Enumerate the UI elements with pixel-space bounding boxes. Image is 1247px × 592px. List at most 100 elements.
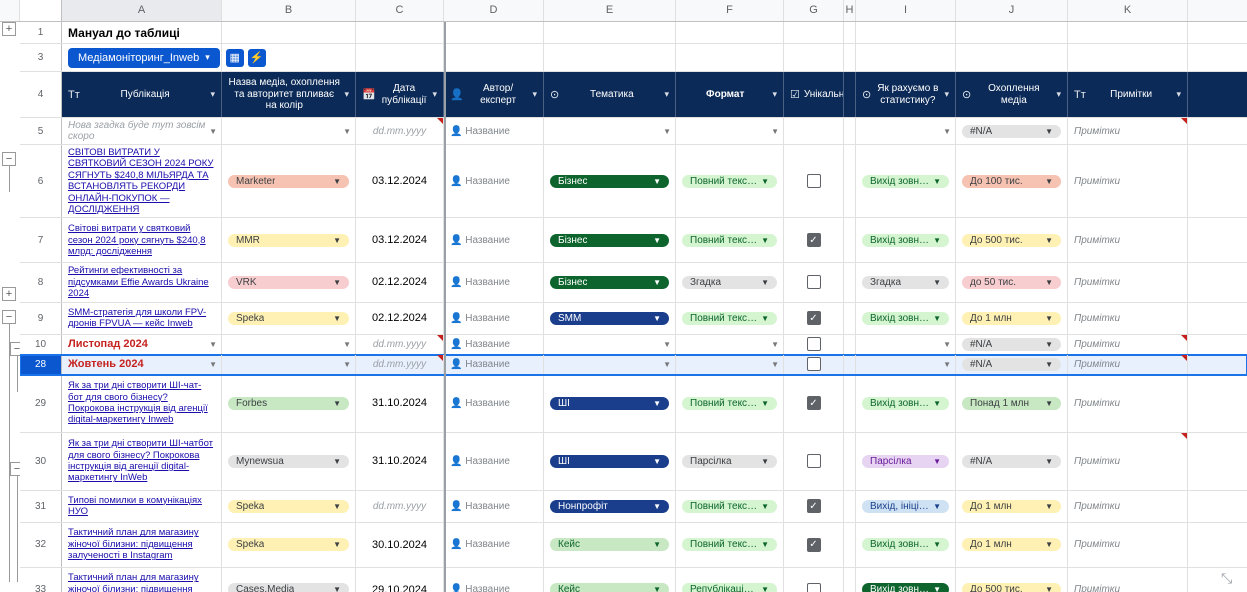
hdr-date[interactable]: 📅 Дата публікації ▾ xyxy=(356,72,444,117)
cell-format[interactable]: Републікація (хтось забрав)▼ xyxy=(676,568,784,592)
chevron-down-icon[interactable]: ▼ xyxy=(771,340,779,349)
cell-author[interactable]: 👤 Название xyxy=(444,145,544,217)
chip[interactable]: ШІ▼ xyxy=(550,455,669,468)
cell-date[interactable]: 31.10.2024 xyxy=(356,433,444,490)
chip[interactable]: #N/A▼ xyxy=(962,338,1061,351)
cell-publication[interactable]: Нова згадка буде тут зовсім скоро▼ xyxy=(62,118,222,144)
chip[interactable]: Кейс▼ xyxy=(550,538,669,551)
row-number[interactable]: 3 xyxy=(20,44,62,71)
uniqueness-checkbox[interactable]: ✓ xyxy=(807,499,821,513)
uniqueness-checkbox[interactable] xyxy=(807,275,821,289)
group-expand-button[interactable]: + xyxy=(2,22,16,36)
col-header-C[interactable]: C xyxy=(356,0,444,21)
chip[interactable]: До 100 тис.▼ xyxy=(962,175,1061,188)
chip[interactable]: До 500 тис.▼ xyxy=(962,583,1061,592)
select-all-corner[interactable] xyxy=(20,0,62,21)
uniqueness-checkbox[interactable]: ✓ xyxy=(807,233,821,247)
cell-stat[interactable]: ▼ xyxy=(856,118,956,144)
chip[interactable]: Парсілка▼ xyxy=(862,455,949,468)
chip[interactable]: SMM▼ xyxy=(550,312,669,325)
cell-author[interactable]: 👤 Название xyxy=(444,491,544,522)
publication-link[interactable]: Тактичний план для магазину жіночої біли… xyxy=(68,572,215,592)
cell-author[interactable]: 👤 Название xyxy=(444,263,544,301)
chip[interactable]: Згадка▼ xyxy=(682,276,777,289)
cell-theme[interactable]: ШІ▼ xyxy=(544,375,676,432)
col-header-G[interactable]: G xyxy=(784,0,844,21)
cell-notes[interactable]: Примітки xyxy=(1068,303,1188,334)
cell-stat[interactable]: Вихід зовні, який ініціювали ми▼ xyxy=(856,523,956,567)
cell-format[interactable]: Парсілка▼ xyxy=(676,433,784,490)
row-number[interactable]: 30 xyxy=(20,433,62,490)
cell-publication[interactable]: Рейтинги ефективності за підсумками Effi… xyxy=(62,263,222,301)
cell-publication[interactable]: Як за три дні створити ШІ-чатбот для сво… xyxy=(62,433,222,490)
cell-reach[interactable]: До 500 тис.▼ xyxy=(956,218,1068,262)
chip[interactable]: MMR▼ xyxy=(228,234,349,247)
cell-publication[interactable]: Типові помилки в комунікаціях НУО xyxy=(62,491,222,522)
uniqueness-checkbox[interactable]: ✓ xyxy=(807,311,821,325)
cell-stat[interactable]: Вихід зовні, який ініціювали ми /републі… xyxy=(856,568,956,592)
chevron-down-icon[interactable]: ▼ xyxy=(343,127,351,136)
manual-title[interactable]: Мануал до таблиці xyxy=(62,22,222,43)
cell-theme[interactable]: Бізнес▼ xyxy=(544,145,676,217)
cell-notes[interactable]: Примітки xyxy=(1068,433,1188,490)
chip[interactable]: ШІ▼ xyxy=(550,397,669,410)
chevron-down-icon[interactable]: ▼ xyxy=(771,127,779,136)
row-number[interactable]: 5 xyxy=(20,118,62,144)
cell-reach[interactable]: #N/A▼ xyxy=(956,335,1068,354)
chip[interactable]: До 1 млн▼ xyxy=(962,312,1061,325)
chip[interactable]: Speka▼ xyxy=(228,500,349,513)
cell-publication[interactable]: Тактичний план для магазину жіночої біли… xyxy=(62,568,222,592)
cell-unique[interactable] xyxy=(784,335,844,354)
cell-unique[interactable]: ✓ xyxy=(784,523,844,567)
cell-theme[interactable]: ▼ xyxy=(544,118,676,144)
hdr-media[interactable]: Назва медіа, охоплення та авторитет впли… xyxy=(222,72,356,117)
hdr-author[interactable]: 👤 Автор/ експерт ▾ xyxy=(444,72,544,117)
publication-link[interactable]: Рейтинги ефективності за підсумками Effi… xyxy=(68,265,215,299)
row-number[interactable]: 1 xyxy=(20,22,62,43)
cell-date[interactable]: 31.10.2024 xyxy=(356,375,444,432)
cell-reach[interactable]: #N/A▼ xyxy=(956,433,1068,490)
group-collapse-button[interactable]: − xyxy=(2,152,16,166)
cell-format[interactable]: Повний текст – про нас▼ xyxy=(676,218,784,262)
cell-publication[interactable]: Як за три дні створити ШІ-чат-бот для св… xyxy=(62,375,222,432)
publication-link[interactable]: Тактичний план для магазину жіночої біли… xyxy=(68,527,215,561)
chip[interactable]: Повний текст – про нас▼ xyxy=(682,538,777,551)
chevron-down-icon[interactable]: ▼ xyxy=(209,340,217,349)
cell-unique[interactable]: ✓ xyxy=(784,218,844,262)
cell-reach[interactable]: до 50 тис.▼ xyxy=(956,263,1068,301)
chip[interactable]: Speka▼ xyxy=(228,312,349,325)
col-header-J[interactable]: J xyxy=(956,0,1068,21)
chip[interactable]: Повний текст – про нас▼ xyxy=(682,312,777,325)
col-header-K[interactable]: K xyxy=(1068,0,1188,21)
publication-link[interactable]: Світові витрати у святковий сезон 2024 р… xyxy=(68,223,215,257)
cell-media[interactable]: MMR▼ xyxy=(222,218,356,262)
cell-author[interactable]: 👤 Название xyxy=(444,355,544,374)
cell-date[interactable]: 30.10.2024 xyxy=(356,523,444,567)
cell-theme[interactable]: SMM▼ xyxy=(544,303,676,334)
publication-link[interactable]: Як за три дні створити ШІ-чат-бот для св… xyxy=(68,380,215,426)
cell-author[interactable]: 👤 Название xyxy=(444,433,544,490)
row-number[interactable]: 28 xyxy=(20,355,62,374)
chip[interactable]: Cases.Media▼ xyxy=(228,583,349,592)
cell-reach[interactable]: Понад 1 млн▼ xyxy=(956,375,1068,432)
chip[interactable]: Вихід зовні, який ініціювали ми▼ xyxy=(862,397,949,410)
cell-stat[interactable]: Вихід зовні, який ініціювали ми▼ xyxy=(856,375,956,432)
publication-link[interactable]: СВІТОВІ ВИТРАТИ У СВЯТКОВИЙ СЕЗОН 2024 Р… xyxy=(68,147,215,215)
scroll-corner-icon[interactable]: ⤡ xyxy=(1221,570,1241,590)
chip[interactable]: Speka▼ xyxy=(228,538,349,551)
chevron-down-icon[interactable]: ▼ xyxy=(943,360,951,369)
cell-unique[interactable] xyxy=(784,118,844,144)
cell-stat[interactable]: Парсілка▼ xyxy=(856,433,956,490)
col-header-B[interactable]: B xyxy=(222,0,356,21)
cell-media[interactable]: Cases.Media▼ xyxy=(222,568,356,592)
row-number[interactable]: 29 xyxy=(20,375,62,432)
uniqueness-checkbox[interactable] xyxy=(807,174,821,188)
publication-link[interactable]: SMM-стратегія для школи FPV-дронів FPVUA… xyxy=(68,307,215,330)
cell-stat[interactable]: Вихід зовні, який ініціювали ми▼ xyxy=(856,303,956,334)
chip[interactable]: Бізнес▼ xyxy=(550,175,669,188)
cell-stat[interactable]: ▼ xyxy=(856,335,956,354)
cell-media[interactable]: Marketer▼ xyxy=(222,145,356,217)
cell-author[interactable]: 👤 Название xyxy=(444,303,544,334)
chevron-down-icon[interactable]: ▼ xyxy=(771,360,779,369)
chip[interactable]: #N/A▼ xyxy=(962,358,1061,371)
